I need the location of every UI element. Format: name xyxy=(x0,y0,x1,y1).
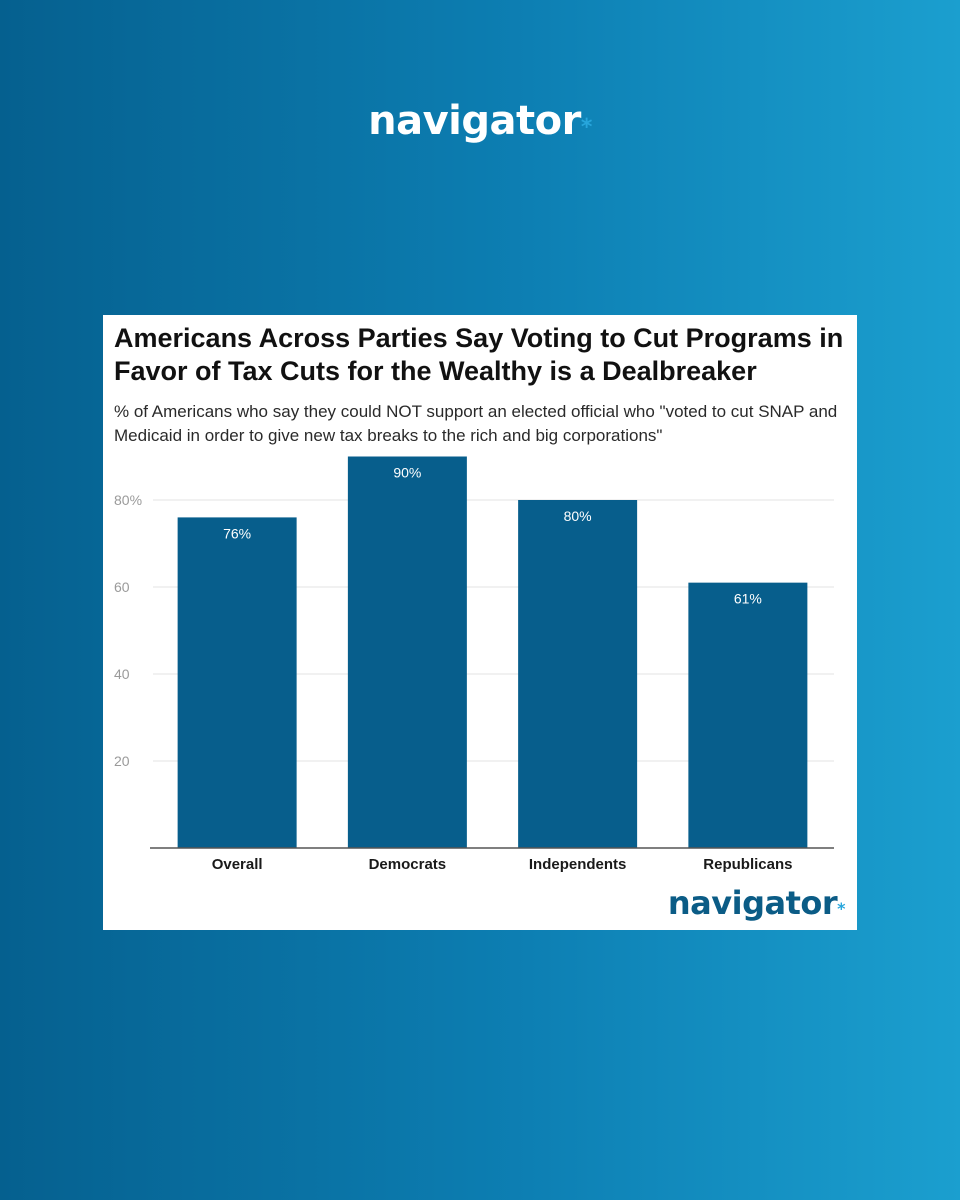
logo-wordmark: navigator xyxy=(667,884,838,922)
x-tick-label: Independents xyxy=(529,856,627,873)
x-tick-label: Democrats xyxy=(369,856,447,873)
chart-title: Americans Across Parties Say Voting to C… xyxy=(114,323,844,386)
logo-wordmark: navigator xyxy=(368,98,581,144)
x-tick-label: Overall xyxy=(212,856,263,873)
x-tick-label: Republicans xyxy=(703,856,792,873)
bar xyxy=(688,582,808,848)
bar-chart: 20 40 60 80% 76% Overall 90% Democrats 80% Indepe… xyxy=(114,456,834,873)
y-tick-label: 80% xyxy=(114,492,142,508)
bar xyxy=(347,456,467,848)
navigator-logo-top: navigator* xyxy=(0,98,960,144)
chart-card: Americans Across Parties Say Voting to C… xyxy=(103,315,857,930)
navigator-logo-bottom: navigator* xyxy=(667,884,846,922)
bar xyxy=(518,500,638,848)
data-label: 90% xyxy=(393,465,421,481)
data-label: 76% xyxy=(223,525,251,541)
data-label: 61% xyxy=(734,591,762,607)
y-tick-label: 40 xyxy=(114,666,130,682)
y-tick-label: 60 xyxy=(114,579,130,595)
data-label: 80% xyxy=(564,508,592,524)
bar xyxy=(177,517,297,848)
logo-star-mark: * xyxy=(580,115,593,140)
chart-subtitle: % of Americans who say they could NOT su… xyxy=(114,402,838,445)
logo-star-mark: * xyxy=(837,899,845,918)
y-tick-label: 20 xyxy=(114,753,130,769)
